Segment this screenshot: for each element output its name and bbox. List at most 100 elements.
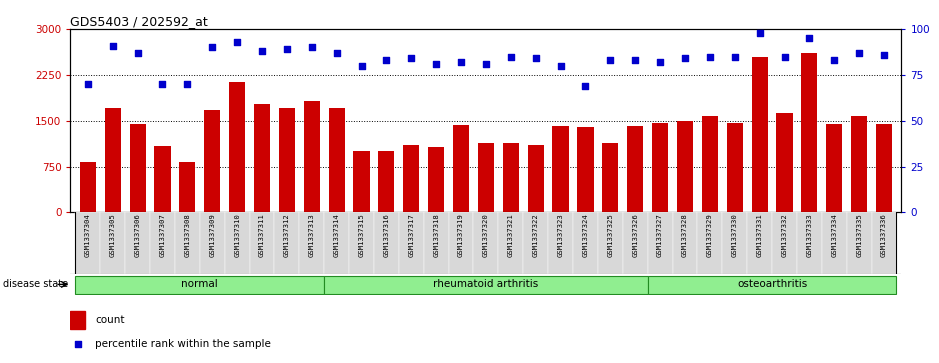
Point: [777, 54, 792, 60]
Bar: [329, 109, 345, 212]
Point: [479, 61, 494, 67]
Point: [205, 45, 220, 50]
Bar: [777, 113, 793, 212]
Text: GSM1337309: GSM1337309: [209, 213, 215, 257]
Bar: [822, 212, 847, 274]
Bar: [224, 212, 250, 274]
Bar: [399, 212, 423, 274]
Bar: [250, 212, 274, 274]
Point: [230, 39, 245, 45]
Text: GSM1337323: GSM1337323: [558, 213, 563, 257]
Point: [454, 59, 469, 65]
Bar: [374, 212, 399, 274]
Text: percentile rank within the sample: percentile rank within the sample: [96, 339, 271, 349]
Bar: [229, 82, 245, 212]
Text: GSM1337329: GSM1337329: [707, 213, 713, 257]
Text: GSM1337306: GSM1337306: [134, 213, 141, 257]
Point: [180, 81, 195, 87]
Bar: [528, 144, 544, 212]
Text: GSM1337307: GSM1337307: [160, 213, 165, 257]
Bar: [523, 212, 548, 274]
Bar: [847, 212, 871, 274]
Point: [677, 56, 692, 61]
Point: [330, 50, 345, 56]
Bar: [751, 57, 768, 212]
Point: [826, 57, 841, 63]
Point: [354, 63, 369, 69]
Bar: [403, 145, 420, 212]
Bar: [303, 101, 320, 212]
Bar: [254, 103, 270, 212]
Bar: [150, 212, 175, 274]
Text: count: count: [96, 315, 125, 325]
Bar: [378, 151, 394, 212]
Point: [702, 54, 717, 60]
Bar: [80, 162, 96, 212]
Text: GSM1337318: GSM1337318: [433, 213, 439, 257]
Bar: [175, 212, 200, 274]
Bar: [876, 125, 892, 212]
Bar: [130, 124, 146, 212]
Bar: [428, 147, 444, 212]
Point: [280, 46, 295, 52]
Bar: [499, 212, 523, 274]
Point: [852, 50, 867, 56]
Text: GSM1337320: GSM1337320: [483, 213, 489, 257]
Text: GSM1337315: GSM1337315: [359, 213, 364, 257]
Bar: [826, 125, 842, 212]
Point: [627, 57, 642, 63]
Bar: [473, 212, 499, 274]
Point: [304, 45, 319, 50]
Bar: [453, 125, 470, 212]
Text: GSM1337314: GSM1337314: [333, 213, 340, 257]
Text: GSM1337331: GSM1337331: [757, 213, 762, 257]
Bar: [353, 151, 370, 212]
Bar: [423, 212, 449, 274]
Bar: [502, 143, 519, 212]
Text: GSM1337328: GSM1337328: [682, 213, 688, 257]
Bar: [627, 126, 643, 212]
Text: GSM1337334: GSM1337334: [831, 213, 838, 257]
Bar: [100, 212, 125, 274]
Bar: [548, 212, 573, 274]
Text: GSM1337310: GSM1337310: [234, 213, 240, 257]
Point: [727, 54, 742, 60]
FancyBboxPatch shape: [648, 276, 897, 294]
FancyBboxPatch shape: [75, 276, 324, 294]
Text: GSM1337304: GSM1337304: [85, 213, 91, 257]
Text: osteoarthritis: osteoarthritis: [737, 280, 808, 289]
Text: GSM1337305: GSM1337305: [110, 213, 115, 257]
Bar: [154, 146, 171, 212]
Bar: [701, 116, 718, 212]
Point: [752, 30, 767, 36]
Bar: [797, 212, 822, 274]
Text: GSM1337335: GSM1337335: [856, 213, 862, 257]
Point: [254, 48, 269, 54]
Point: [81, 81, 96, 87]
Text: GSM1337336: GSM1337336: [881, 213, 887, 257]
Text: GSM1337332: GSM1337332: [781, 213, 788, 257]
Bar: [648, 212, 672, 274]
Bar: [801, 53, 818, 212]
Text: GSM1337316: GSM1337316: [383, 213, 390, 257]
Bar: [200, 212, 224, 274]
Bar: [623, 212, 648, 274]
Point: [876, 52, 891, 58]
Bar: [698, 212, 722, 274]
Bar: [300, 212, 324, 274]
Point: [528, 56, 543, 61]
Point: [577, 83, 593, 89]
Text: GSM1337311: GSM1337311: [259, 213, 265, 257]
Bar: [727, 123, 743, 212]
FancyBboxPatch shape: [324, 276, 648, 294]
Text: GSM1337321: GSM1337321: [508, 213, 514, 257]
Point: [429, 61, 444, 67]
Bar: [677, 121, 693, 212]
Bar: [577, 127, 593, 212]
Text: GSM1337308: GSM1337308: [184, 213, 191, 257]
Text: GSM1337313: GSM1337313: [309, 213, 315, 257]
Text: GSM1337324: GSM1337324: [582, 213, 589, 257]
Bar: [602, 143, 619, 212]
Bar: [672, 212, 698, 274]
Point: [802, 35, 817, 41]
